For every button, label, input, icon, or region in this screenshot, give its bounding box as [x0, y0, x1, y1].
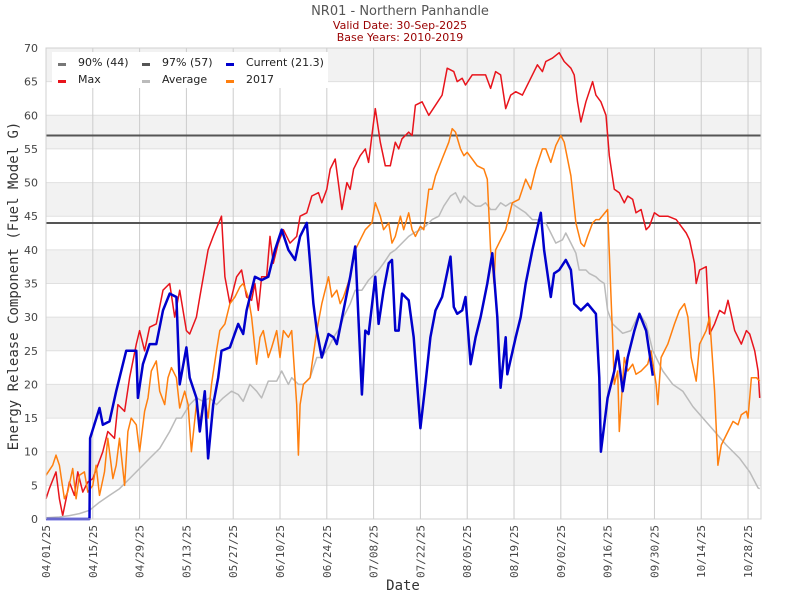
- x-tick-label: 10/14/25: [695, 525, 708, 578]
- y-tick-label: 70: [24, 42, 38, 55]
- y-tick-label: 50: [24, 177, 38, 190]
- plot-frame: [45, 47, 762, 520]
- series-line-max: [45, 51, 761, 517]
- x-tick-label: 09/02/25: [555, 525, 568, 578]
- x-tick-label: 05/27/25: [227, 525, 240, 578]
- x-tick-label: 09/16/25: [602, 525, 615, 578]
- legend-label: Max: [78, 73, 101, 86]
- y-tick-label: 0: [31, 513, 38, 526]
- legend-box: [52, 52, 328, 88]
- x-tick-label: 06/24/25: [321, 525, 334, 578]
- x-tick-label: 04/15/25: [87, 525, 100, 578]
- legend-swatch: [226, 80, 234, 83]
- series-line-2017: [45, 127, 761, 500]
- threshold-lines: [46, 134, 761, 224]
- y-tick-label: 5: [31, 479, 38, 492]
- x-tick-label: 09/30/25: [648, 525, 661, 578]
- y-tick-label: 55: [24, 143, 38, 156]
- legend-swatch: [226, 63, 234, 66]
- band: [46, 384, 761, 419]
- legend-swatch: [58, 63, 66, 66]
- chart-subtitle-base-years: Base Years: 2010-2019: [337, 31, 463, 44]
- x-axis-label: Date: [386, 578, 420, 594]
- band: [46, 451, 761, 486]
- series-lines: [45, 51, 761, 521]
- y-tick-label: 60: [24, 109, 38, 122]
- y-tick-label: 15: [24, 412, 38, 425]
- band: [46, 317, 761, 351]
- x-tick-label: 04/29/25: [134, 525, 147, 578]
- y-tick-label: 65: [24, 76, 38, 89]
- chart-subtitle-valid-date: Valid Date: 30-Sep-2025: [333, 19, 467, 32]
- legend-label: Average: [162, 73, 207, 86]
- x-tick-label: 06/10/25: [274, 525, 287, 578]
- x-tick-label: 07/22/25: [414, 525, 427, 578]
- legend-label: 97% (57): [162, 56, 213, 69]
- legend-swatch: [58, 80, 66, 83]
- legend: 90% (44) 97% (57) Current (21.3) Max Average…: [52, 52, 328, 88]
- band: [46, 249, 761, 284]
- y-tick-label: 20: [24, 378, 38, 391]
- y-tick-label: 10: [24, 446, 38, 459]
- series-line-current-21-3: [46, 211, 655, 521]
- y-axis-ticks: 0 5 10 15 20 25 30 35 40 45 50 55 60 65 70: [24, 42, 38, 526]
- legend-label: 90% (44): [78, 56, 129, 69]
- x-tick-label: 08/19/25: [508, 525, 521, 578]
- y-tick-label: 40: [24, 244, 38, 257]
- x-tick-label: 07/08/25: [368, 525, 381, 578]
- band: [46, 182, 761, 217]
- x-tick-label: 08/05/25: [461, 525, 474, 578]
- y-axis-label: Energy Release Component (Fuel Model G): [6, 122, 22, 451]
- x-tick-label: 05/13/25: [180, 525, 193, 578]
- legend-swatch: [142, 80, 150, 83]
- legend-label: Current (21.3): [246, 56, 324, 69]
- x-tick-label: 04/01/25: [40, 525, 53, 578]
- x-tick-label: 10/28/25: [742, 525, 755, 578]
- y-tick-label: 30: [24, 311, 38, 324]
- legend-swatch: [142, 63, 150, 66]
- legend-label: 2017: [246, 73, 274, 86]
- y-tick-label: 25: [24, 345, 38, 358]
- y-tick-label: 45: [24, 210, 38, 223]
- band: [46, 115, 761, 149]
- x-axis-ticks: 04/01/25 04/15/25 04/29/25 05/13/25 05/27/25…: [40, 525, 755, 578]
- y-tick-label: 35: [24, 278, 38, 291]
- chart-title: NR01 - Northern Panhandle: [311, 4, 489, 19]
